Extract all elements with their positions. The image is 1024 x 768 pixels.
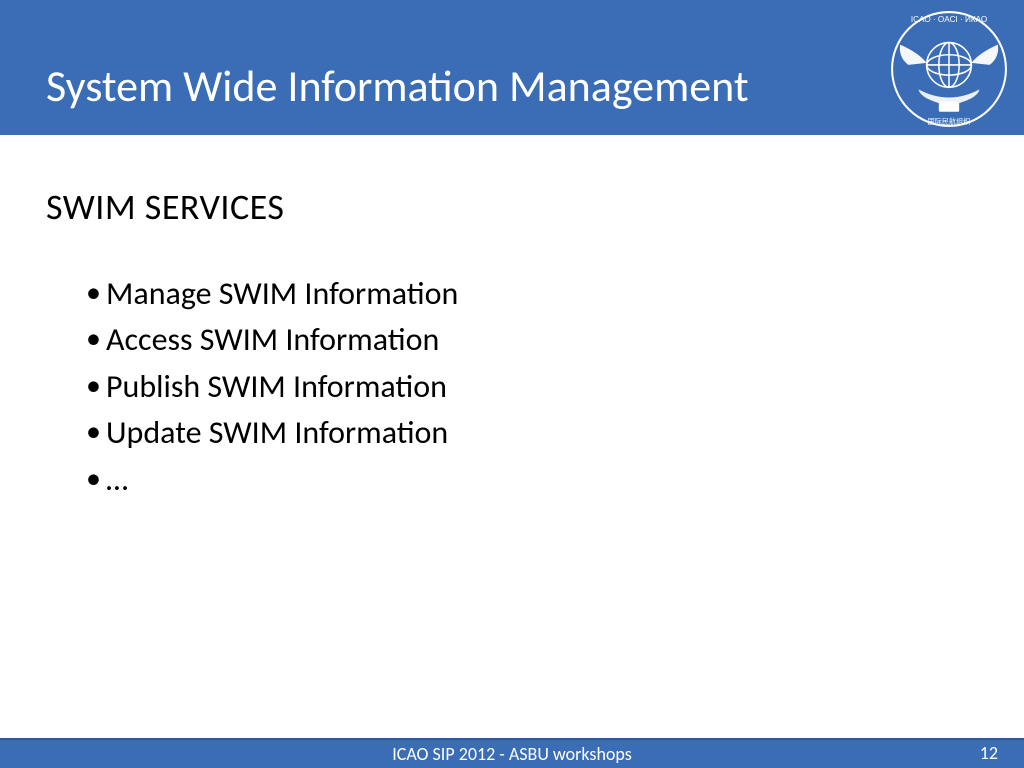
bullet-list: Manage SWIM Information Access SWIM Info…	[86, 271, 978, 503]
list-item: Update SWIM Information	[86, 410, 978, 456]
footer-text: ICAO SIP 2012 - ASBU workshops	[392, 743, 632, 765]
list-item: Publish SWIM Information	[86, 364, 978, 410]
svg-text:国际民航组织: 国际民航组织	[928, 117, 971, 126]
footer-bar: ICAO SIP 2012 - ASBU workshops 12	[0, 738, 1024, 768]
icao-logo-icon: ICAO · OACI · ИКАО 国际民航组织	[888, 8, 1010, 130]
section-heading: SWIM SERVICES	[46, 185, 978, 229]
slide-body: SWIM SERVICES Manage SWIM Information Ac…	[46, 185, 978, 503]
title-bar: System Wide Information Management ICAO …	[0, 0, 1024, 135]
page-number: 12	[980, 738, 998, 768]
list-item: Access SWIM Information	[86, 317, 978, 363]
slide-title: System Wide Information Management	[46, 59, 749, 113]
svg-text:ICAO · OACI · ИКАО: ICAO · OACI · ИКАО	[911, 15, 987, 24]
slide: System Wide Information Management ICAO …	[0, 0, 1024, 768]
list-item: Manage SWIM Information	[86, 271, 978, 317]
list-item: …	[86, 457, 978, 503]
